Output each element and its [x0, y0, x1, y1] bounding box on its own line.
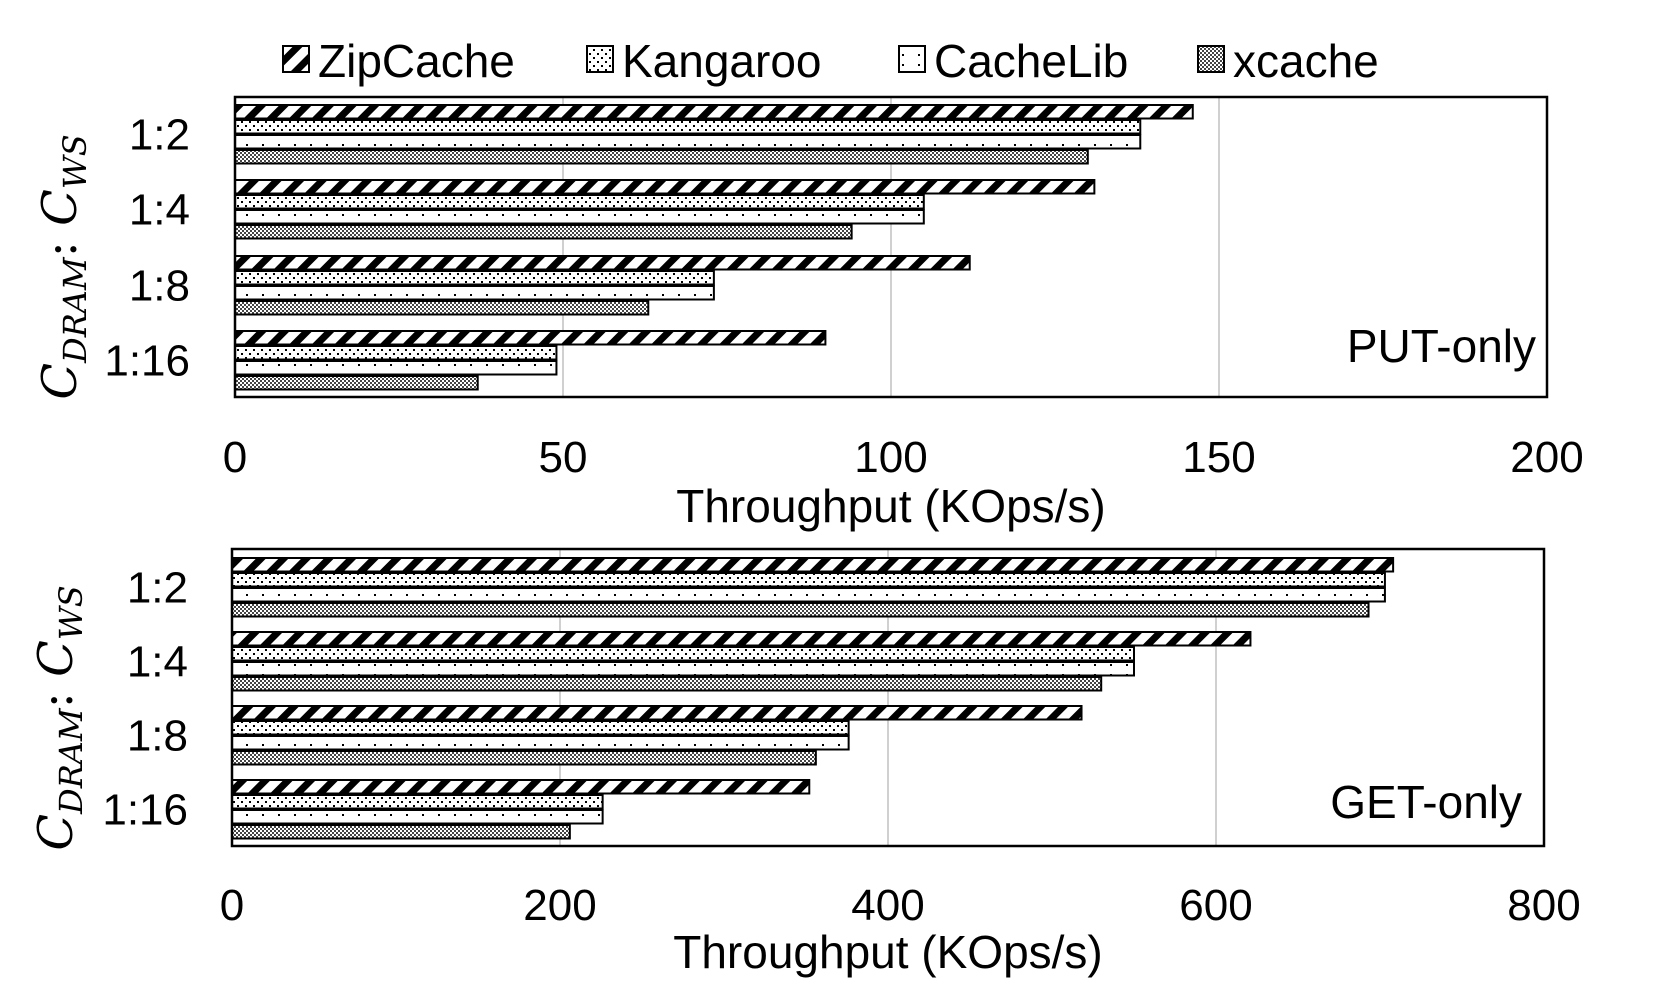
ylabel-sep: : — [28, 677, 84, 708]
x-axis-label: Throughput (KOps/s) — [676, 480, 1106, 532]
category-label: 1:2 — [129, 110, 190, 159]
plot-frame — [233, 95, 1549, 399]
bar-zipcache-1-4 — [231, 631, 1252, 647]
category-labels: 1:2 1:4 1:8 1:16 — [102, 563, 188, 834]
legend-item-xcache: xcache — [1197, 35, 1379, 87]
legend-swatch-cachelib — [898, 45, 926, 73]
bar-zipcache-1-16 — [234, 330, 827, 346]
x-tick-label: 0 — [220, 881, 244, 930]
x-tick-label: 0 — [223, 433, 247, 482]
bar-kangaroo-1-4 — [234, 194, 925, 210]
plot-frame — [230, 547, 1546, 848]
legend-item-zipcache: ZipCache — [282, 35, 515, 87]
bar-kangaroo-1-2 — [234, 119, 1142, 135]
x-tick-label: 150 — [1182, 433, 1255, 482]
ylabel-sub2: WS — [52, 585, 90, 640]
category-label: 1:16 — [104, 336, 190, 385]
bar-zipcache-1-4 — [234, 179, 1096, 195]
legend-label-xcache: xcache — [1233, 35, 1379, 87]
category-label: 1:4 — [129, 185, 190, 234]
bar-cachelib-1-16 — [231, 809, 604, 825]
bar-xcache-1-8 — [231, 750, 817, 766]
bar-xcache-1-2 — [234, 149, 1089, 165]
chart-get-only: 1:2 1:4 1:8 1:16 0 200 400 600 800 GET-only Thr… — [28, 547, 1581, 978]
legend-swatch-zipcache — [282, 45, 310, 73]
ylabel-main: C — [32, 363, 88, 400]
x-axis-label: Throughput (KOps/s) — [673, 926, 1103, 978]
bar-kangaroo-1-8 — [234, 270, 715, 286]
legend-item-cachelib: CacheLib — [898, 35, 1128, 87]
x-tick-label: 400 — [851, 881, 924, 930]
panel-label: GET-only — [1330, 776, 1522, 828]
bar-cachelib-1-2 — [234, 134, 1142, 150]
legend-item-kangaroo: Kangaroo — [586, 35, 822, 87]
category-labels: 1:2 1:4 1:8 1:16 — [104, 110, 190, 385]
chart-put-only: 1:2 1:4 1:8 1:16 0 50 100 150 200 PUT-only Thro… — [32, 95, 1584, 532]
category-label: 1:16 — [102, 785, 188, 834]
y-axis-label: CDRAM: CWS — [32, 134, 94, 399]
bar-xcache-1-2 — [231, 602, 1370, 618]
bar-zipcache-1-8 — [234, 255, 971, 271]
bar-kangaroo-1-8 — [231, 720, 850, 736]
svg-text:CDRAM: CWS: CDRAM: CWS — [32, 134, 94, 399]
x-tick-label: 600 — [1179, 881, 1252, 930]
category-label: 1:8 — [127, 711, 188, 760]
bar-cachelib-1-4 — [231, 661, 1135, 677]
bar-xcache-1-4 — [234, 224, 853, 240]
bars — [231, 557, 1395, 840]
bar-kangaroo-1-16 — [231, 794, 604, 810]
bar-xcache-1-16 — [234, 375, 479, 391]
svg-text:CDRAM: CWS: CDRAM: CWS — [28, 585, 90, 850]
category-label: 1:4 — [127, 637, 188, 686]
ylabel-sep: : — [32, 226, 88, 257]
bar-xcache-1-4 — [231, 676, 1103, 692]
bar-zipcache-1-2 — [234, 104, 1194, 120]
legend-swatch-kangaroo — [586, 45, 614, 73]
x-tick-label: 100 — [854, 433, 927, 482]
bar-zipcache-1-8 — [231, 705, 1083, 721]
ylabel-main2: C — [32, 189, 88, 226]
bars — [234, 104, 1194, 391]
bar-cachelib-1-8 — [234, 285, 715, 301]
x-tick-label: 50 — [539, 433, 588, 482]
legend-label-kangaroo: Kangaroo — [622, 35, 822, 87]
legend-label-cachelib: CacheLib — [934, 35, 1128, 87]
bar-kangaroo-1-16 — [234, 345, 558, 361]
bar-zipcache-1-2 — [231, 557, 1395, 573]
ylabel-sub1: DRAM — [52, 707, 90, 815]
y-axis-label: CDRAM: CWS — [28, 585, 90, 850]
bar-cachelib-1-16 — [234, 360, 558, 376]
category-label: 1:8 — [129, 261, 190, 310]
bar-cachelib-1-8 — [231, 735, 850, 751]
x-tick-label: 800 — [1507, 881, 1580, 930]
x-tick-label: 200 — [523, 881, 596, 930]
bar-kangaroo-1-2 — [231, 572, 1386, 588]
bar-cachelib-1-4 — [234, 209, 925, 225]
bar-xcache-1-8 — [234, 300, 650, 316]
ylabel-sub1: DRAM — [56, 256, 94, 364]
ylabel-sub2: WS — [56, 134, 94, 189]
category-label: 1:2 — [127, 563, 188, 612]
bar-xcache-1-16 — [231, 824, 571, 840]
bar-kangaroo-1-4 — [231, 646, 1135, 662]
x-tick-label: 200 — [1510, 433, 1583, 482]
bar-zipcache-1-16 — [231, 779, 811, 795]
x-tick-labels: 0 200 400 600 800 — [220, 881, 1581, 930]
legend-swatch-xcache — [1197, 45, 1225, 73]
legend-label-zipcache: ZipCache — [318, 35, 515, 87]
ylabel-main: C — [28, 814, 84, 851]
bar-cachelib-1-2 — [231, 587, 1386, 603]
legend: ZipCache Kangaroo CacheLib xcache — [282, 35, 1379, 87]
ylabel-main2: C — [28, 640, 84, 677]
x-tick-labels: 0 50 100 150 200 — [223, 433, 1584, 482]
panel-label: PUT-only — [1347, 320, 1536, 372]
